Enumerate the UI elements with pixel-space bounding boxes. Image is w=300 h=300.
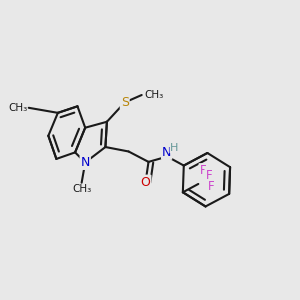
Text: H: H <box>170 142 178 153</box>
Text: F: F <box>206 169 212 182</box>
Text: CH₃: CH₃ <box>72 184 91 194</box>
Text: F: F <box>208 180 215 193</box>
Text: CH₃: CH₃ <box>145 90 164 100</box>
Text: F: F <box>200 164 206 177</box>
Text: O: O <box>141 176 151 189</box>
Text: CH₃: CH₃ <box>8 103 27 113</box>
Text: S: S <box>121 96 129 109</box>
Text: N: N <box>162 146 171 159</box>
Text: N: N <box>80 156 90 169</box>
